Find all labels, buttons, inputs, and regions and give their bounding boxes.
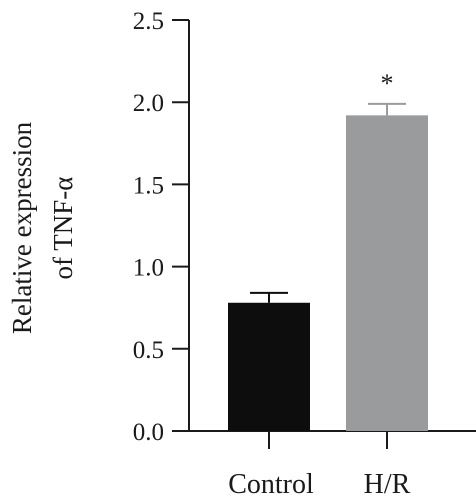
bar-h-r xyxy=(346,115,428,432)
significance-marker: * xyxy=(381,69,394,98)
y-ticks: 0.0 0.5 1.0 1.5 2.0 2.5 xyxy=(133,8,189,446)
bar-control xyxy=(228,302,310,431)
y-tick-label: 0.0 xyxy=(133,419,164,446)
y-tick-label: 1.0 xyxy=(133,255,164,282)
y-axis-title: Relative expression of TNF-α xyxy=(7,121,78,334)
x-category-label: H/R xyxy=(364,469,411,500)
y-tick-label: 1.5 xyxy=(133,172,164,199)
y-axis-label-line1: Relative expression xyxy=(7,121,37,334)
y-tick-label: 2.5 xyxy=(133,8,164,35)
x-category-label: Control xyxy=(228,469,314,500)
y-axis-label-line2: of TNF-α xyxy=(48,177,78,280)
bars: Control H/R * xyxy=(228,69,428,500)
y-tick-label: 0.5 xyxy=(133,337,164,364)
y-tick-label: 2.0 xyxy=(133,90,164,117)
